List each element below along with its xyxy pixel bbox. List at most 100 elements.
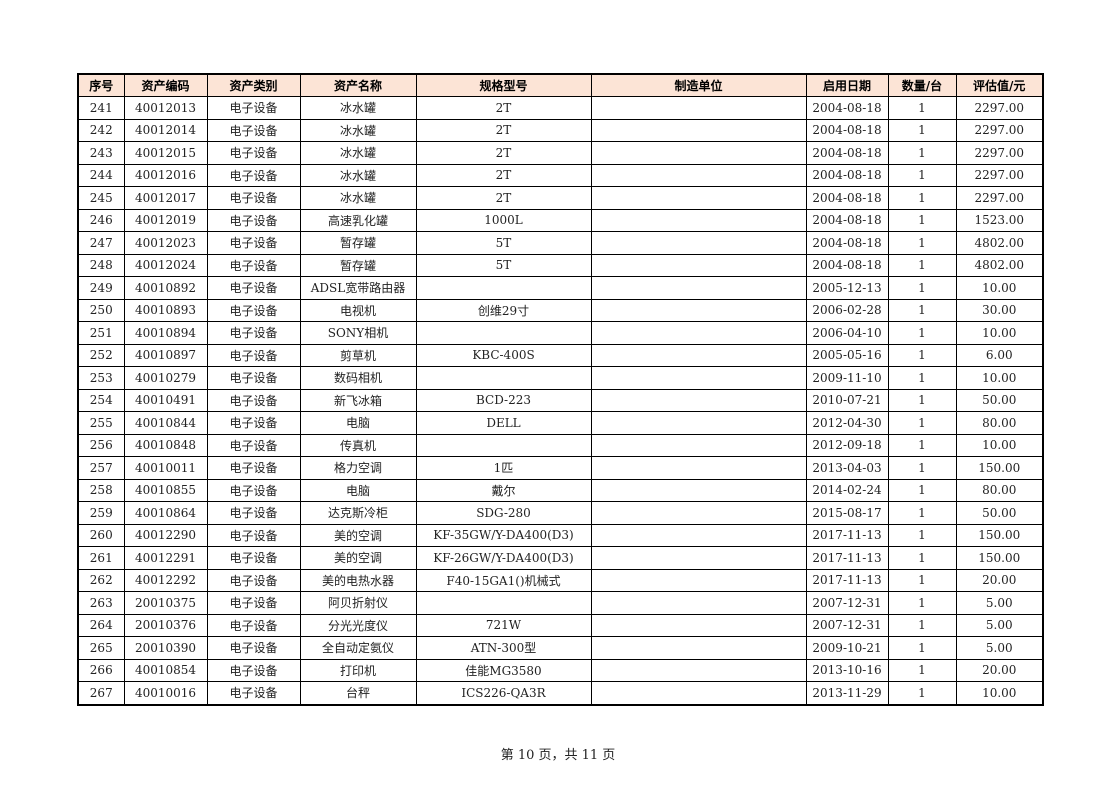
- table-row: 263 20010375 电子设备 阿贝折射仪 2007-12-31 1 5.00: [77, 591, 1044, 615]
- table-cell: 264: [77, 613, 125, 637]
- table-cell: 1000L: [415, 208, 592, 232]
- table-cell: [590, 501, 807, 525]
- table-cell: 251: [77, 321, 125, 345]
- table-cell: 256: [77, 433, 125, 457]
- table-cell: 40010016: [123, 681, 208, 705]
- table-cell: [415, 366, 592, 390]
- table-cell: 电子设备: [206, 298, 301, 322]
- table-cell: 2017-11-13: [805, 568, 889, 592]
- table-row: 258 40010855 电子设备 电脑 戴尔 2014-02-24 1 80.00: [77, 478, 1044, 502]
- table-cell: 40012013: [123, 96, 208, 120]
- table-cell: 40010848: [123, 433, 208, 457]
- table-cell: 冰水罐: [299, 141, 417, 165]
- table-cell: 1: [887, 636, 957, 660]
- table-cell: [590, 433, 807, 457]
- table-cell: 5T: [415, 231, 592, 255]
- table-cell: 150.00: [955, 456, 1044, 480]
- table-cell: 戴尔: [415, 478, 592, 502]
- table-cell: 2T: [415, 186, 592, 210]
- table-cell: ADSL宽带路由器: [299, 276, 417, 300]
- table-row: 256 40010848 电子设备 传真机 2012-09-18 1 10.00: [77, 433, 1044, 457]
- table-cell: 达克斯冷柜: [299, 501, 417, 525]
- table-cell: DELL: [415, 411, 592, 435]
- table-row: 262 40012292 电子设备 美的电热水器 F40-15GA1()机械式 2017-…: [77, 568, 1044, 592]
- table-cell: 242: [77, 118, 125, 142]
- table-cell: 10.00: [955, 321, 1044, 345]
- column-header: 数量/台: [887, 73, 957, 97]
- table-cell: 40012292: [123, 568, 208, 592]
- table-cell: 1: [887, 141, 957, 165]
- table-cell: 电子设备: [206, 231, 301, 255]
- table-cell: 40012024: [123, 253, 208, 277]
- table-cell: 1: [887, 568, 957, 592]
- table-row: 243 40012015 电子设备 冰水罐 2T 2004-08-18 1 2297.00: [77, 141, 1044, 165]
- table-cell: 电子设备: [206, 456, 301, 480]
- table-cell: 252: [77, 343, 125, 367]
- table-cell: 1: [887, 591, 957, 615]
- table-cell: 冰水罐: [299, 118, 417, 142]
- table-cell: [590, 591, 807, 615]
- table-cell: BCD-223: [415, 388, 592, 412]
- table-cell: 电子设备: [206, 478, 301, 502]
- table-cell: [590, 546, 807, 570]
- table-cell: 2T: [415, 141, 592, 165]
- table-cell: 1: [887, 366, 957, 390]
- table-cell: 1: [887, 186, 957, 210]
- table-cell: 电子设备: [206, 523, 301, 547]
- table-cell: 台秤: [299, 681, 417, 705]
- table-row: 252 40010897 电子设备 剪草机 KBC-400S 2005-05-16 1 6.0…: [77, 343, 1044, 367]
- table-cell: 2004-08-18: [805, 186, 889, 210]
- table-cell: 2005-12-13: [805, 276, 889, 300]
- table-cell: 电子设备: [206, 501, 301, 525]
- table-cell: 5.00: [955, 591, 1044, 615]
- table-cell: 电子设备: [206, 141, 301, 165]
- table-cell: 电子设备: [206, 591, 301, 615]
- table-cell: 冰水罐: [299, 163, 417, 187]
- table-cell: 2009-10-21: [805, 636, 889, 660]
- table-cell: 40012014: [123, 118, 208, 142]
- table-cell: 1: [887, 96, 957, 120]
- table-cell: 电子设备: [206, 96, 301, 120]
- table-cell: [590, 141, 807, 165]
- table-cell: [590, 456, 807, 480]
- table-cell: 50.00: [955, 388, 1044, 412]
- table-cell: 257: [77, 456, 125, 480]
- table-cell: 1: [887, 681, 957, 705]
- table-cell: [590, 253, 807, 277]
- table-cell: 20.00: [955, 658, 1044, 682]
- table-cell: KBC-400S: [415, 343, 592, 367]
- table-cell: 电子设备: [206, 118, 301, 142]
- table-cell: 20.00: [955, 568, 1044, 592]
- table-cell: 6.00: [955, 343, 1044, 367]
- table-cell: KF-35GW/Y-DA400(D3): [415, 523, 592, 547]
- table-cell: 255: [77, 411, 125, 435]
- table-cell: 2017-11-13: [805, 523, 889, 547]
- table-cell: 2013-11-29: [805, 681, 889, 705]
- table-cell: 20010375: [123, 591, 208, 615]
- table-cell: 40010854: [123, 658, 208, 682]
- table-cell: 电子设备: [206, 321, 301, 345]
- table-cell: 40012017: [123, 186, 208, 210]
- table-cell: 247: [77, 231, 125, 255]
- table-cell: 1: [887, 118, 957, 142]
- table-cell: KF-26GW/Y-DA400(D3): [415, 546, 592, 570]
- table-cell: 40010897: [123, 343, 208, 367]
- table-cell: 40012290: [123, 523, 208, 547]
- table-cell: 1: [887, 208, 957, 232]
- table-cell: 1: [887, 613, 957, 637]
- table-cell: 2005-05-16: [805, 343, 889, 367]
- table-cell: 1: [887, 658, 957, 682]
- table-cell: [590, 118, 807, 142]
- table-cell: 1523.00: [955, 208, 1044, 232]
- table-cell: 电子设备: [206, 208, 301, 232]
- table-cell: 1: [887, 276, 957, 300]
- table-row: 245 40012017 电子设备 冰水罐 2T 2004-08-18 1 2297.00: [77, 186, 1044, 210]
- table-cell: 1: [887, 388, 957, 412]
- table-cell: 5.00: [955, 613, 1044, 637]
- table-cell: [590, 231, 807, 255]
- table-cell: 电视机: [299, 298, 417, 322]
- column-header: 资产编码: [123, 73, 208, 97]
- column-header: 序号: [77, 73, 125, 97]
- table-cell: 冰水罐: [299, 96, 417, 120]
- table-header-row: 序号 资产编码 资产类别 资产名称 规格型号 制造单位 启用日期 数量/台 评估值/元: [77, 73, 1044, 97]
